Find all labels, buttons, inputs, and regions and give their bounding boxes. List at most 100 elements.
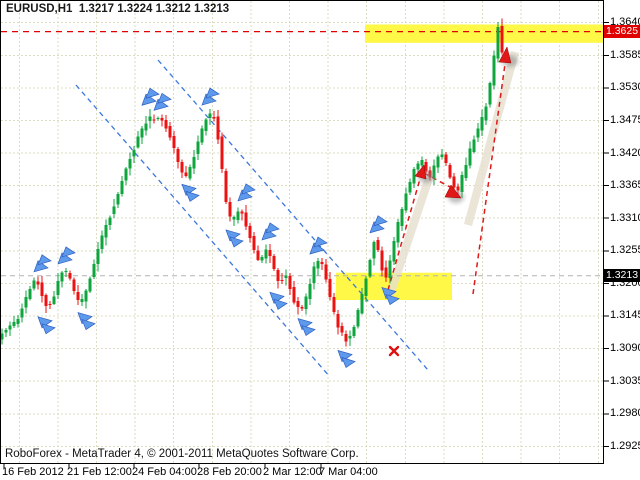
candle-body — [72, 279, 76, 291]
candle-body — [160, 118, 164, 121]
candle-body — [180, 161, 184, 173]
candle-body — [424, 161, 428, 172]
candle-body — [316, 261, 320, 269]
candle-body — [280, 280, 284, 282]
forecast-arrow-icon — [498, 46, 512, 64]
candle-body — [456, 186, 460, 191]
candle-body — [436, 156, 440, 168]
candle-body — [200, 128, 204, 143]
candle-body — [416, 163, 420, 170]
price-tick-label: 1.3145 — [610, 309, 640, 322]
candle-body — [328, 279, 332, 297]
candle-body — [24, 296, 28, 308]
candle-body — [48, 304, 52, 306]
candle-body — [100, 235, 104, 249]
candle-body — [156, 117, 160, 119]
time-tick-label: 2 Mar 12:00 — [263, 466, 322, 478]
candle-body — [120, 181, 124, 194]
candle-body — [376, 240, 380, 251]
candle-body — [452, 176, 456, 188]
time-tick-label: 24 Feb 04:00 — [132, 466, 197, 478]
price-label-1.3625: 1.3625 — [604, 25, 640, 39]
candle-body — [388, 260, 392, 279]
fractal-triangle — [33, 260, 49, 273]
fractal-arrow-icon — [225, 229, 244, 248]
candles-layer — [0, 18, 504, 347]
forecast-channel-band — [464, 51, 519, 226]
fractal-triangle — [269, 291, 285, 304]
candle-body — [420, 159, 424, 166]
invalidation-x-icon — [388, 345, 400, 357]
fractal-triangle — [57, 252, 73, 265]
candle-body — [132, 149, 136, 157]
candle-body — [228, 202, 232, 217]
fractal-triangle — [77, 312, 93, 325]
fractal-triangle — [337, 349, 353, 363]
time-tick-label: 16 Feb 2012 — [2, 466, 64, 478]
forecast-channel-band — [386, 177, 433, 296]
candle-body — [272, 255, 276, 270]
fractal-arrow-icon — [337, 349, 356, 369]
price-label-1.3213: 1.3213 — [604, 269, 640, 283]
fractal-arrow-icon — [261, 222, 280, 241]
fractal-arrow-icon — [381, 287, 400, 306]
candle-body — [0, 333, 4, 340]
candle-body — [268, 250, 272, 256]
fractal-triangle — [37, 254, 52, 266]
fractal-triangle — [369, 221, 385, 234]
candle-body — [248, 225, 252, 238]
candle-body — [8, 325, 12, 330]
fractal-triangle — [373, 215, 388, 227]
fractal-triangle — [145, 87, 160, 99]
candle-body — [320, 262, 324, 265]
fractal-triangle — [313, 236, 328, 248]
price-tick-label: 1.3035 — [610, 374, 640, 387]
fractal-triangle — [385, 294, 400, 306]
price-tick-label: 1.3090 — [610, 342, 640, 355]
candle-body — [192, 156, 196, 169]
candle-body — [276, 269, 280, 282]
price-tick-label: 1.3475 — [610, 113, 640, 126]
fractal-arrow-icon — [153, 92, 172, 111]
candle-body — [404, 193, 408, 211]
candle-body — [312, 266, 316, 283]
fractal-arrow-icon — [201, 87, 220, 106]
price-tick-label: 1.3255 — [610, 244, 640, 257]
candle-body — [84, 290, 88, 302]
fractal-triangle — [181, 183, 197, 196]
candle-body — [460, 175, 464, 192]
candle-body — [140, 128, 144, 138]
time-tick-label: 7 Mar 04:00 — [319, 466, 378, 478]
candle-body — [244, 212, 248, 227]
fractal-arrow-icon — [141, 87, 160, 106]
fractal-triangle — [261, 228, 277, 241]
candle-body — [64, 271, 68, 273]
candle-body — [440, 154, 444, 157]
candle-body — [492, 55, 496, 86]
candle-body — [324, 264, 328, 280]
fractal-arrow-icon — [237, 183, 256, 202]
candle-body — [484, 106, 488, 121]
price-tick-label: 1.3365 — [610, 179, 640, 192]
fractal-triangle — [157, 92, 172, 104]
candle-body — [184, 172, 188, 176]
fractal-triangle — [41, 323, 56, 335]
candle-body — [96, 248, 100, 264]
candle-body — [40, 282, 44, 297]
candle-body — [400, 208, 404, 226]
candle-body — [356, 310, 360, 327]
fractal-triangle — [61, 246, 76, 258]
candle-body — [168, 125, 172, 138]
fractal-triangle — [265, 222, 280, 234]
candle-body — [104, 225, 108, 238]
candle-body — [380, 250, 384, 271]
candle-body — [76, 291, 80, 300]
candle-body — [368, 259, 372, 277]
fractal-arrow-icon — [37, 316, 56, 335]
candle-body — [60, 272, 64, 282]
candle-body — [28, 288, 32, 299]
candle-body — [116, 193, 120, 205]
fractal-triangle — [225, 229, 241, 242]
